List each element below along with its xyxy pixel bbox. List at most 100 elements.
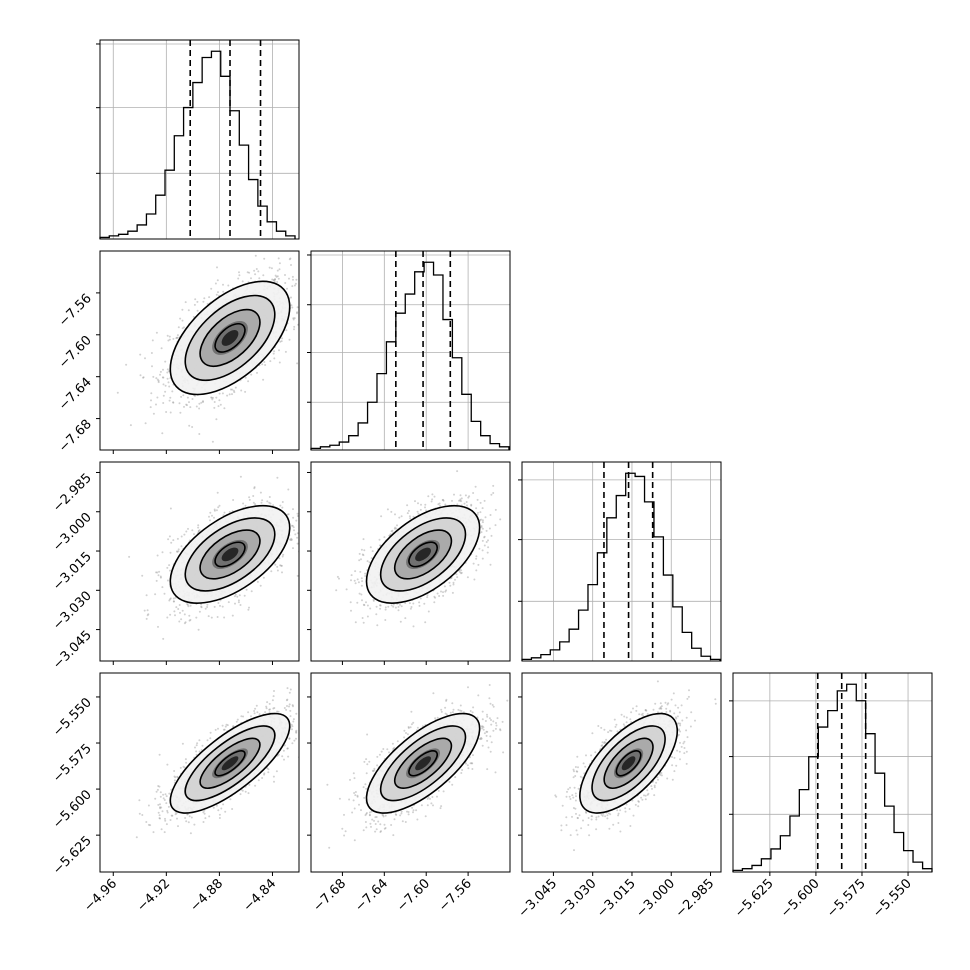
scatter-point xyxy=(338,577,340,580)
scatter-point xyxy=(166,371,169,374)
scatter-point xyxy=(481,521,484,524)
scatter-point xyxy=(176,336,178,339)
scatter-point xyxy=(163,592,166,595)
scatter-point xyxy=(116,391,119,394)
scatter-point xyxy=(233,391,236,394)
scatter-point xyxy=(379,607,382,610)
scatter-point xyxy=(276,569,279,572)
scatter-point xyxy=(156,554,159,557)
scatter-point xyxy=(273,357,276,360)
scatter-point xyxy=(296,536,299,539)
scatter-point xyxy=(268,501,271,504)
scatter-point xyxy=(168,385,171,388)
scatter-point xyxy=(303,503,305,505)
scatter-point xyxy=(292,278,294,281)
scatter-point xyxy=(359,570,362,573)
scatter-point xyxy=(300,556,302,558)
scatter-point xyxy=(394,606,397,609)
scatter-point xyxy=(243,594,246,597)
scatter-point xyxy=(393,527,396,530)
scatter-point xyxy=(228,393,231,396)
scatter-point xyxy=(284,350,287,353)
scatter-point xyxy=(237,601,240,604)
scatter-point xyxy=(360,593,363,596)
scatter-point xyxy=(219,604,221,607)
scatter-point xyxy=(174,614,176,617)
scatter-point xyxy=(168,338,171,341)
scatter-point xyxy=(216,279,219,282)
scatter-point xyxy=(155,331,158,334)
scatter-point xyxy=(227,284,230,287)
scatter-point xyxy=(142,376,145,379)
scatter-point xyxy=(362,538,365,541)
scatter-point xyxy=(210,396,213,399)
scatter-point xyxy=(125,363,128,366)
scatter-point xyxy=(241,280,244,283)
scatter-point xyxy=(395,527,398,530)
scatter-point xyxy=(300,291,302,293)
scatter-point xyxy=(361,599,363,602)
scatter-point xyxy=(183,613,186,616)
scatter-point xyxy=(440,590,442,593)
scatter-point xyxy=(256,580,259,583)
scatter-point xyxy=(254,503,257,506)
scatter-point xyxy=(356,601,359,604)
scatter-point xyxy=(302,545,304,547)
scatter-point xyxy=(354,621,357,624)
scatter-point xyxy=(257,270,260,273)
scatter-point xyxy=(357,515,359,517)
scatter-point xyxy=(258,277,261,280)
scatter-point xyxy=(296,311,299,314)
scatter-point xyxy=(210,616,213,619)
scatter-point xyxy=(197,524,200,527)
scatter-point xyxy=(150,399,152,402)
scatter-point xyxy=(412,625,415,628)
scatter-point xyxy=(268,496,271,498)
scatter-point xyxy=(196,300,199,303)
scatter-point xyxy=(523,499,525,501)
histogram-panel-1-1 xyxy=(307,250,511,451)
scatter-point xyxy=(271,278,274,281)
scatter-point xyxy=(314,560,316,562)
scatter-point xyxy=(314,299,316,301)
scatter-point xyxy=(372,599,375,602)
scatter-point xyxy=(291,285,294,288)
scatter-point xyxy=(384,608,387,611)
scatter-point xyxy=(150,352,153,354)
contour-line xyxy=(214,541,246,568)
scatter-point xyxy=(213,406,216,409)
scatter-point xyxy=(293,529,295,532)
scatter-point xyxy=(166,616,169,619)
scatter-point xyxy=(300,501,302,503)
scatter-point xyxy=(189,406,192,409)
scatter-point xyxy=(180,395,183,398)
scatter-point xyxy=(268,266,271,269)
scatter-point xyxy=(191,426,194,428)
scatter-point xyxy=(139,374,142,377)
scatter-point xyxy=(400,605,403,608)
scatter-point xyxy=(197,628,200,631)
scatter-point xyxy=(177,326,180,329)
scatter-point xyxy=(237,277,240,280)
scatter-point xyxy=(169,613,172,616)
scatter-point xyxy=(222,283,224,286)
scatter-point xyxy=(162,637,165,640)
scatter-point xyxy=(231,614,234,617)
scatter-point xyxy=(169,569,171,572)
scatter-point xyxy=(418,601,421,604)
scatter-point xyxy=(189,618,192,621)
scatter-point xyxy=(191,398,194,400)
scatter-point xyxy=(166,377,169,380)
contour-line xyxy=(169,280,291,396)
scatter-point xyxy=(483,544,486,547)
scatter-point xyxy=(169,597,172,600)
scatter-point xyxy=(209,519,211,522)
scatter-point xyxy=(398,516,401,519)
scatter-point xyxy=(240,389,243,392)
scatter-point xyxy=(296,312,298,315)
scatter-point xyxy=(392,603,395,606)
scatter-point xyxy=(328,530,330,532)
scatter-point xyxy=(369,546,372,549)
scatter-point xyxy=(456,576,459,579)
scatter-point xyxy=(162,394,165,397)
